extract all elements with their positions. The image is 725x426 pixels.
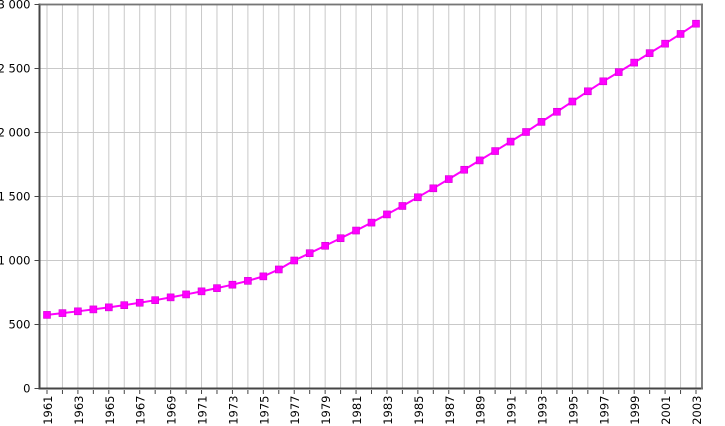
- y-tick-label: 2 500: [0, 62, 31, 76]
- data-point-1987: [444, 175, 453, 183]
- x-tick-label: 1981: [350, 396, 364, 425]
- grid-horizontal: [39, 68, 702, 325]
- data-point-1998: [614, 68, 623, 76]
- series-markers: [43, 19, 700, 319]
- data-point-1994: [553, 107, 561, 116]
- data-point-1967: [135, 298, 144, 307]
- x-tick-label: 1997: [597, 396, 611, 425]
- x-tick-label: 1961: [41, 396, 55, 425]
- x-tick-label: 1969: [165, 396, 179, 425]
- data-point-1982: [367, 218, 376, 227]
- y-tick-label: 1 500: [0, 190, 31, 204]
- data-point-1961: [43, 311, 51, 319]
- x-tick-label: 2003: [690, 396, 704, 425]
- data-point-1966: [120, 301, 129, 309]
- data-point-1974: [244, 277, 252, 285]
- x-tick-label: 1965: [103, 396, 117, 425]
- x-tick-labels: 1961 1963 1965 1967 1969 1971 1973 1975 1977 1979…: [41, 395, 704, 424]
- axes: [38, 3, 703, 390]
- data-point-1972: [213, 284, 221, 292]
- y-tick-label: 1 000: [0, 254, 31, 268]
- x-tick-label: 1985: [412, 396, 426, 425]
- x-tick-label: 1993: [535, 396, 549, 425]
- x-axis-ticks: [46, 390, 697, 394]
- data-point-1997: [599, 77, 608, 86]
- data-point-2001: [661, 39, 669, 48]
- x-tick-label: 1979: [319, 396, 333, 425]
- data-point-1992: [522, 128, 530, 136]
- x-tick-label: 1987: [443, 396, 457, 425]
- y-axis-ticks: [34, 4, 40, 389]
- data-point-1969: [166, 293, 175, 302]
- data-point-1962: [58, 309, 67, 317]
- y-tick-label: 0: [23, 382, 30, 396]
- x-tick-label: 1989: [474, 396, 488, 425]
- data-point-1989: [475, 156, 484, 165]
- x-tick-label: 1975: [257, 396, 271, 425]
- x-tick-label: 1963: [72, 396, 86, 425]
- data-point-1971: [197, 287, 206, 296]
- y-tick-label: 500: [9, 318, 31, 332]
- data-point-1990: [491, 147, 499, 155]
- data-point-1980: [336, 234, 345, 243]
- x-tick-label: 1995: [566, 396, 580, 425]
- data-point-1986: [429, 184, 438, 193]
- y-tick-label: 2 000: [0, 126, 31, 140]
- x-tick-label: 1983: [381, 396, 395, 425]
- data-point-1984: [398, 202, 407, 210]
- data-point-1983: [383, 210, 391, 219]
- x-tick-label: 1967: [134, 396, 148, 425]
- data-point-1968: [151, 296, 159, 304]
- data-point-1981: [352, 226, 360, 235]
- data-point-1976: [274, 265, 283, 274]
- y-tick-labels: 0 500 1 000 1 500 2 000 2 500 3 000: [0, 0, 31, 396]
- data-point-1973: [228, 280, 237, 289]
- x-tick-label: 1977: [288, 396, 302, 425]
- x-tick-label: 1971: [196, 396, 210, 425]
- data-point-2002: [676, 30, 685, 38]
- data-point-1996: [584, 87, 592, 96]
- data-point-1963: [74, 307, 82, 316]
- data-point-1993: [537, 118, 546, 126]
- data-point-1975: [259, 272, 268, 281]
- x-tick-label: 1973: [226, 396, 240, 425]
- data-point-1978: [305, 249, 314, 258]
- data-point-1964: [89, 305, 98, 314]
- data-point-1991: [506, 137, 515, 146]
- data-point-1995: [568, 97, 577, 106]
- x-tick-label: 2001: [659, 396, 673, 425]
- data-point-1965: [105, 303, 113, 312]
- data-point-1999: [630, 58, 638, 67]
- y-tick-label: 3 000: [0, 0, 31, 12]
- data-point-1977: [290, 256, 299, 265]
- data-point-1985: [414, 193, 422, 202]
- x-tick-label: 1999: [628, 396, 642, 425]
- data-point-2003: [692, 19, 700, 28]
- data-point-1988: [460, 165, 469, 174]
- data-point-2000: [645, 49, 654, 57]
- data-point-1979: [321, 241, 329, 250]
- data-point-1970: [182, 290, 190, 299]
- x-tick-label: 1991: [505, 395, 519, 424]
